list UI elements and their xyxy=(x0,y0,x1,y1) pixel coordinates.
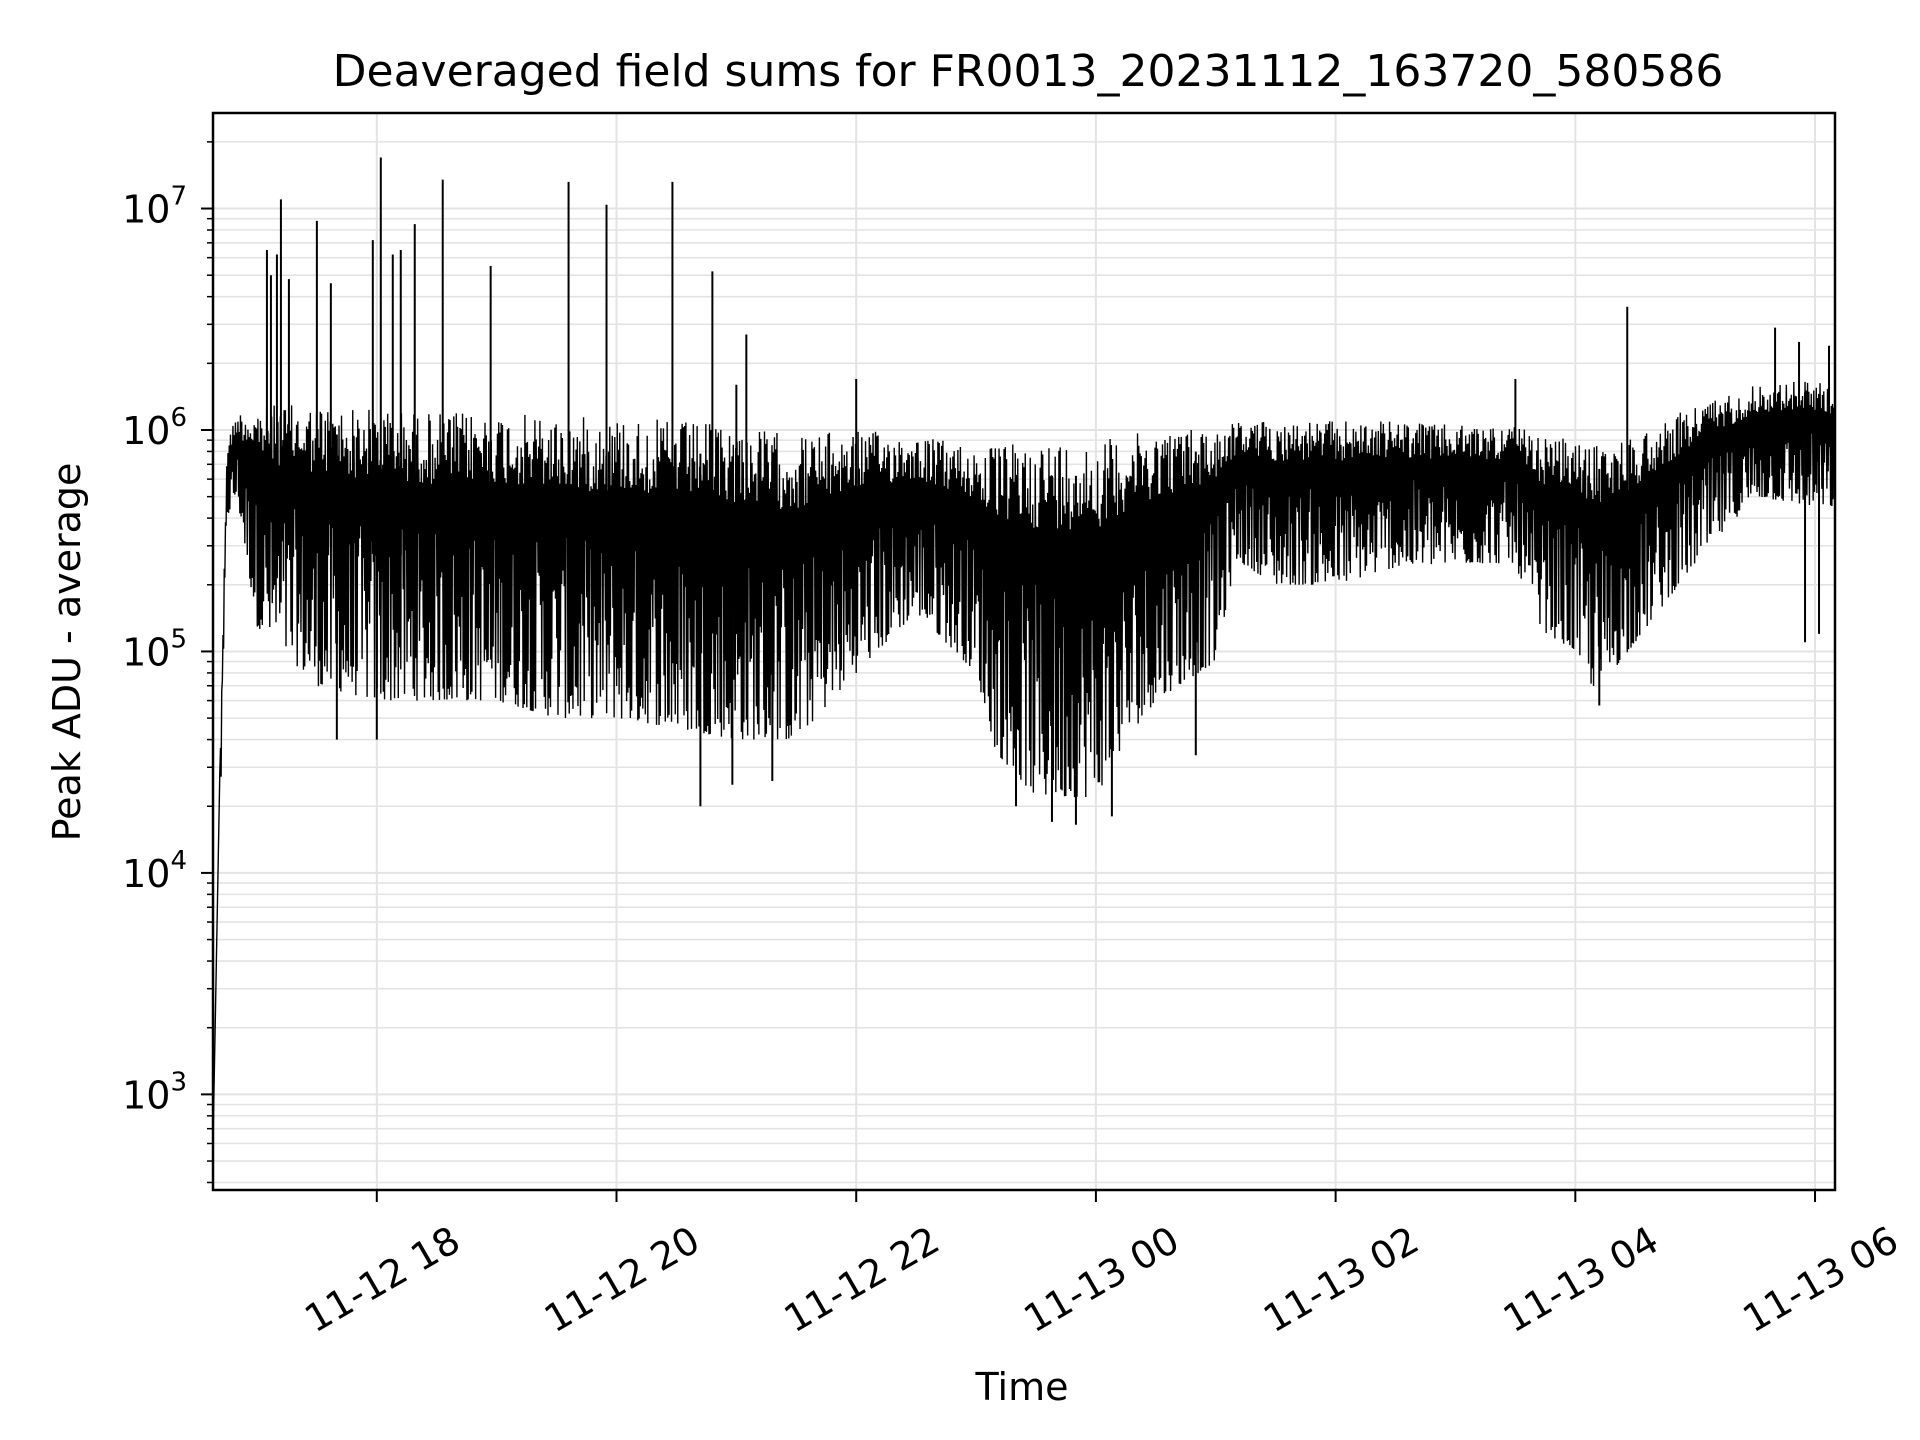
grid xyxy=(213,113,1835,1190)
series-trace xyxy=(212,381,1836,1144)
y-axis: 103 104 105 106 107 xyxy=(122,141,213,1184)
chart-title: Deaveraged field sums for FR0013_2023111… xyxy=(333,46,1724,97)
x-axis-label: Time xyxy=(975,1365,1069,1409)
y-tick-label: 107 xyxy=(122,182,187,232)
y-tick-label: 103 xyxy=(122,1067,187,1117)
y-axis-label: Peak ADU - average xyxy=(45,463,89,842)
y-tick-label: 104 xyxy=(122,846,187,896)
series-line xyxy=(212,157,1836,1144)
y-tick-label: 105 xyxy=(122,624,187,674)
y-tick-label: 106 xyxy=(122,403,187,453)
